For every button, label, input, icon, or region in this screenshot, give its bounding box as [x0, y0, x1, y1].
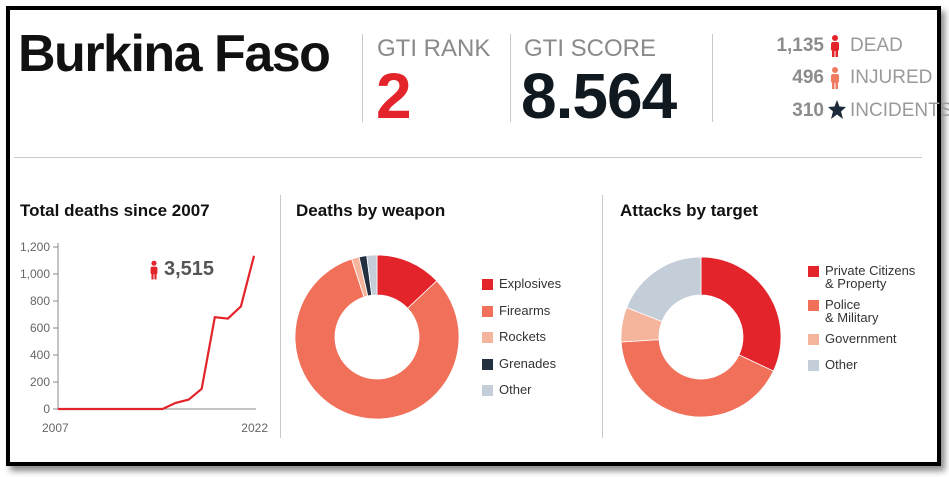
gti-rank-value: 2: [376, 60, 412, 132]
person-icon: [828, 35, 842, 63]
incidents-stat: 310 INCIDENTS: [736, 100, 949, 126]
x-tick-label: 2022: [241, 421, 268, 435]
legend-swatch: [482, 385, 493, 396]
legend-label: Other: [825, 357, 858, 372]
donut-slice-firearms: [295, 258, 460, 420]
legend-label: Firearms: [499, 302, 551, 318]
dead-label: DEAD: [850, 35, 903, 56]
weapon-chart-title: Deaths by weapon: [296, 201, 446, 220]
injured-stat: 496 INJURED: [736, 67, 936, 93]
legend-label: Grenades: [499, 355, 557, 371]
gti-score-value: 8.564: [521, 60, 677, 132]
person-icon: [148, 260, 160, 285]
infographic-frame: [6, 6, 941, 466]
legend-label: Other: [499, 382, 532, 397]
donut-slice-other: [626, 256, 702, 323]
y-tick-label: 200: [30, 375, 50, 389]
legend-label: Police & Military: [825, 297, 879, 325]
country-name: Burkina Faso: [18, 28, 331, 80]
line-chart-title: Total deaths since 2007: [20, 201, 210, 220]
legend-swatch: [808, 266, 819, 277]
legend-swatch: [482, 332, 493, 343]
panel-divider: [280, 195, 281, 438]
legend-label: Explosives: [499, 276, 562, 291]
y-tick-label: 0: [43, 402, 50, 416]
divider: [510, 34, 511, 122]
legend-swatch: [808, 300, 819, 311]
donut-slice-other: [366, 254, 378, 296]
total-deaths-value: 3,515: [164, 258, 215, 280]
x-tick-label: 2007: [42, 421, 69, 435]
legend-swatch: [482, 279, 493, 290]
divider: [712, 34, 713, 122]
incidents-label: INCIDENTS: [850, 100, 949, 121]
dead-stat: 1,135 DEAD: [736, 35, 936, 61]
country-name-text: Burkina Faso: [18, 25, 331, 83]
legend-label: Government: [825, 331, 897, 346]
legend-label: Rockets: [499, 329, 546, 344]
gti-score-label: GTI SCORE: [524, 35, 657, 62]
target-chart-title: Attacks by target: [620, 201, 758, 220]
divider: [362, 34, 363, 122]
y-tick-label: 1,000: [20, 267, 50, 281]
person-icon: [828, 67, 842, 95]
donut-slice-private-citizens-property: [700, 256, 782, 372]
gti-rank-label: GTI RANK: [377, 35, 491, 62]
legend-swatch: [482, 358, 493, 370]
y-tick-label: 1,200: [20, 240, 50, 254]
dead-count: 1,135: [776, 35, 824, 56]
y-tick-label: 600: [30, 321, 50, 335]
target-donut-chart: [621, 256, 782, 418]
panel-divider: [602, 195, 603, 438]
section-divider: [14, 157, 922, 158]
y-tick-label: 400: [30, 348, 50, 362]
incidents-count: 310: [792, 100, 824, 121]
star-icon: [828, 100, 846, 126]
legend-swatch: [482, 305, 493, 317]
deaths-line: [58, 255, 256, 411]
legend-label: Private Citizens & Property: [825, 263, 916, 291]
donut-slice-police-military: [621, 339, 774, 418]
y-tick-label: 800: [30, 294, 50, 308]
legend-swatch: [808, 360, 819, 371]
injured-count: 496: [792, 67, 824, 88]
weapon-donut-chart: [295, 254, 460, 420]
injured-label: INJURED: [850, 67, 933, 88]
legend-swatch: [808, 334, 819, 345]
